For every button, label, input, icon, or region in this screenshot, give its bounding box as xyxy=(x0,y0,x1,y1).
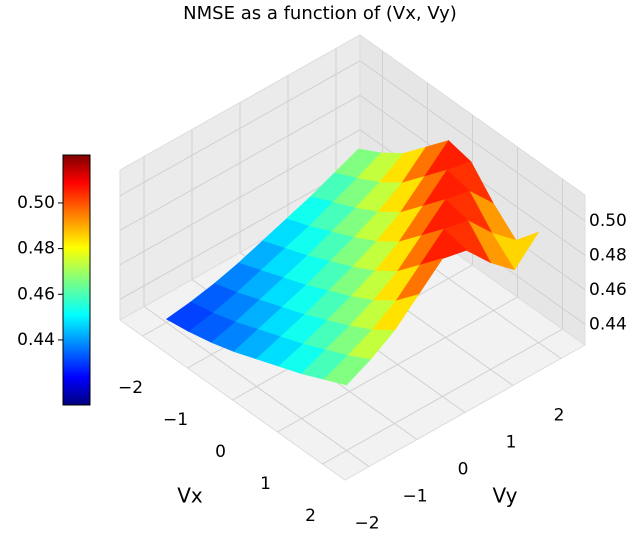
x-tick-label: −2 xyxy=(118,378,143,398)
y-tick-label: 2 xyxy=(554,406,565,426)
y-tick-label: 0 xyxy=(458,460,469,480)
y-tick-label: 1 xyxy=(506,433,517,453)
chart-title: NMSE as a function of (Vx, Vy) xyxy=(183,3,457,24)
colorbar-tick-label: 0.48 xyxy=(17,239,55,259)
x-tick-label: 2 xyxy=(305,506,316,526)
z-tick-label: 0.46 xyxy=(589,280,627,300)
colorbar-tick-label: 0.50 xyxy=(17,193,55,213)
grid-line xyxy=(143,306,370,467)
x-tick-label: 0 xyxy=(215,442,226,462)
grid-line xyxy=(119,60,361,197)
colorbar-tick-label: 0.46 xyxy=(17,284,55,304)
grid-line xyxy=(359,60,586,222)
surface-patch xyxy=(323,355,372,386)
z-tick-label: 0.44 xyxy=(589,314,627,334)
x-tick-label: 1 xyxy=(260,474,271,494)
z-tick-label: 0.50 xyxy=(589,211,627,231)
grid-line xyxy=(119,163,361,300)
x-tick-label: −1 xyxy=(163,410,188,430)
y-tick-label: −2 xyxy=(354,514,379,534)
x-axis-label: Vx xyxy=(177,484,203,508)
grid-line xyxy=(119,94,361,231)
colorbar xyxy=(62,154,91,406)
y-tick-label: −1 xyxy=(402,487,427,507)
z-tick-label: 0.48 xyxy=(589,245,627,265)
grid-line xyxy=(119,129,361,266)
colorbar-tick-label: 0.44 xyxy=(17,330,55,350)
y-axis-label: Vy xyxy=(493,484,518,508)
